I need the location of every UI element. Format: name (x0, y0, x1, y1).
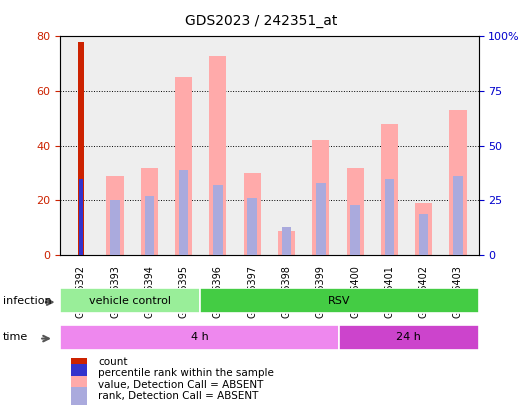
Bar (110, 200, 120, 255)
Text: rank, Detection Call = ABSENT: rank, Detection Call = ABSENT (98, 391, 259, 401)
Bar (316, 183, 326, 255)
Bar (200, 288, 479, 313)
Bar (384, 179, 394, 255)
Text: percentile rank within the sample: percentile rank within the sample (98, 368, 274, 378)
Bar (282, 227, 291, 255)
Bar (339, 324, 479, 350)
Bar (209, 55, 226, 255)
Bar (312, 140, 329, 255)
Bar (213, 185, 223, 255)
Bar (347, 168, 363, 255)
Text: time: time (3, 333, 28, 342)
Bar (247, 198, 257, 255)
Bar (144, 196, 154, 255)
Bar (60, 324, 339, 350)
Bar (449, 110, 467, 255)
Bar (71, 376, 87, 393)
Bar (60, 288, 200, 313)
Bar (175, 77, 192, 255)
Text: 4 h: 4 h (191, 332, 209, 342)
Bar (141, 168, 158, 255)
Bar (415, 203, 432, 255)
Text: count: count (98, 357, 128, 367)
Bar (71, 364, 87, 382)
Bar (381, 124, 398, 255)
Bar (78, 179, 83, 255)
Bar (107, 176, 123, 255)
Bar (453, 177, 463, 255)
Bar (71, 353, 87, 371)
Bar (278, 230, 295, 255)
Bar (179, 170, 188, 255)
Text: infection: infection (3, 296, 51, 306)
Text: RSV: RSV (328, 296, 350, 306)
Text: GDS2023 / 242351_at: GDS2023 / 242351_at (185, 14, 338, 28)
Text: value, Detection Call = ABSENT: value, Detection Call = ABSENT (98, 379, 264, 390)
Bar (350, 205, 360, 255)
Bar (77, 42, 84, 255)
Text: vehicle control: vehicle control (89, 296, 171, 306)
Bar (71, 387, 87, 405)
Text: 24 h: 24 h (396, 332, 421, 342)
Bar (244, 173, 261, 255)
Bar (419, 213, 428, 255)
